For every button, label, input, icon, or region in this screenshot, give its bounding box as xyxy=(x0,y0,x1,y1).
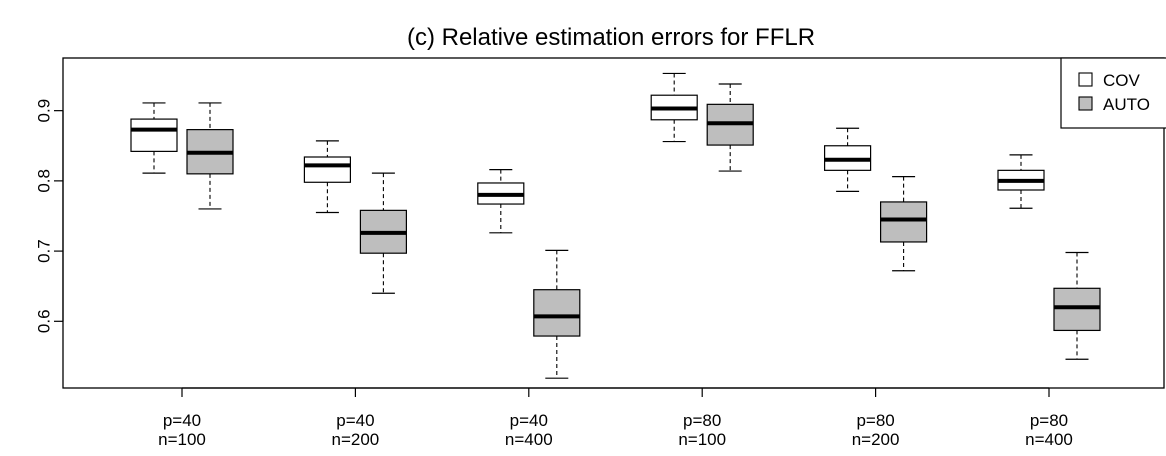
x-tick-label-p: p=40 xyxy=(336,411,374,430)
plot-frame xyxy=(62,57,1165,389)
y-tick-label: 0.6 xyxy=(35,309,54,333)
x-tick-label-p: p=80 xyxy=(856,411,894,430)
x-tick-label-p: p=80 xyxy=(683,411,721,430)
box-cov-1 xyxy=(130,118,178,152)
x-tick-label-p: p=40 xyxy=(510,411,548,430)
box-auto-3 xyxy=(533,289,581,337)
x-tick-label-p: p=80 xyxy=(1030,411,1068,430)
x-tick-label-p: p=40 xyxy=(163,411,201,430)
box-auto-6 xyxy=(1053,287,1101,332)
x-tick-label-n: n=100 xyxy=(158,430,206,449)
y-tick-label: 0.7 xyxy=(35,239,54,263)
x-tick-label-n: n=200 xyxy=(332,430,380,449)
x-tick-label-n: n=200 xyxy=(852,430,900,449)
legend-label-auto: AUTO xyxy=(1103,95,1150,114)
box-auto-5 xyxy=(879,201,928,243)
chart-title: (c) Relative estimation errors for FFLR xyxy=(407,24,815,51)
x-tick-label-n: n=400 xyxy=(1025,430,1073,449)
legend-swatch-cov xyxy=(1078,72,1093,87)
y-tick-label: 0.8 xyxy=(35,169,54,193)
box-cov-2 xyxy=(303,156,351,183)
x-tick-label-n: n=400 xyxy=(505,430,553,449)
legend-box xyxy=(1060,57,1166,129)
legend-swatch-auto xyxy=(1078,96,1093,111)
x-tick-label-n: n=100 xyxy=(678,430,726,449)
plot-area: 0.60.70.80.9p=40n=100p=40n=200p=40n=400p… xyxy=(35,57,1166,449)
legend-label-cov: COV xyxy=(1103,71,1141,90)
y-tick-label: 0.9 xyxy=(35,99,54,123)
